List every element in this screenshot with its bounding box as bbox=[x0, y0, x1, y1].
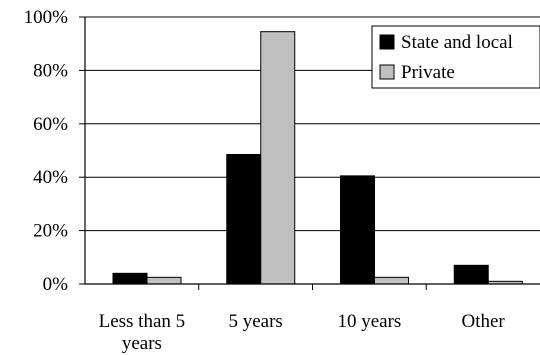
bar-state-and-local bbox=[226, 154, 262, 285]
y-tick-label: 40% bbox=[33, 167, 68, 188]
x-category-label: years bbox=[122, 333, 162, 354]
bar-private bbox=[374, 276, 409, 285]
bar-state-and-local bbox=[453, 264, 489, 285]
gridlines bbox=[79, 16, 540, 285]
y-tick-label: 0% bbox=[43, 274, 69, 295]
y-axis-tick-labels: 0% 20% 40% 60% 80% 100% bbox=[24, 7, 69, 295]
legend-box bbox=[371, 25, 540, 89]
legend-swatch bbox=[379, 64, 395, 80]
legend: State and local Private bbox=[371, 25, 540, 89]
x-category-label: 10 years bbox=[337, 311, 401, 332]
legend-label: State and local bbox=[401, 32, 513, 53]
bars bbox=[112, 31, 523, 285]
legend-swatch bbox=[379, 34, 395, 50]
axes bbox=[84, 17, 540, 290]
bar-private bbox=[146, 276, 182, 285]
y-tick-label: 80% bbox=[33, 60, 68, 81]
x-category-label: Other bbox=[461, 311, 505, 332]
y-tick-label: 100% bbox=[24, 7, 69, 28]
bar-state-and-local bbox=[112, 272, 148, 285]
bar-private bbox=[260, 31, 296, 285]
y-tick-label: 20% bbox=[33, 221, 68, 242]
x-category-label: 5 years bbox=[228, 311, 282, 332]
bar-state-and-local bbox=[340, 175, 375, 285]
y-tick-label: 60% bbox=[33, 114, 68, 135]
x-category-label: Less than 5 bbox=[99, 311, 186, 332]
legend-label: Private bbox=[401, 62, 455, 83]
